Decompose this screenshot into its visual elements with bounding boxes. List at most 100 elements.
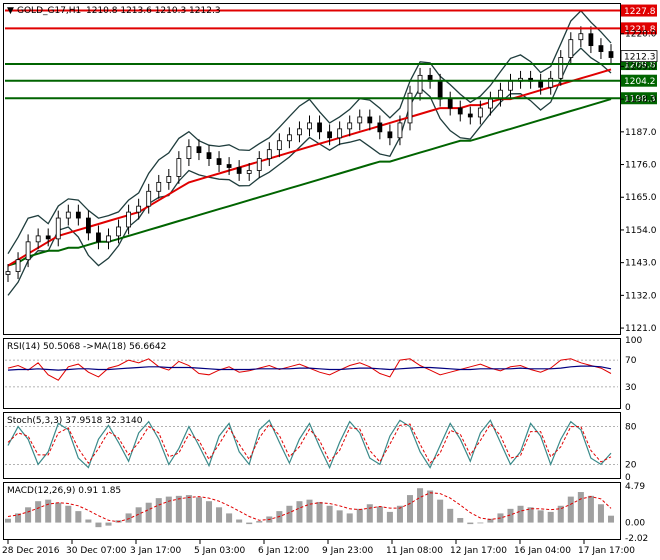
time-tick-label: 3 Jan 17:00: [130, 546, 182, 556]
macd-bar: [145, 502, 152, 523]
green-level-1-tag-label: 1204.2: [624, 77, 656, 87]
price-tick-label: 1154.0: [625, 226, 657, 236]
time-tick-label: 16 Jan 04:00: [514, 546, 571, 556]
macd-bar: [507, 508, 514, 523]
rsi-tick-label: 70: [625, 356, 637, 366]
macd-bar: [4, 518, 12, 523]
time-tick-label: 17 Jan 17:00: [578, 546, 635, 556]
macd-bar: [366, 504, 373, 523]
macd-bar: [85, 519, 92, 523]
rsi-panel-frame: [3, 338, 621, 409]
macd-bar: [306, 499, 313, 523]
candle-body: [558, 57, 564, 79]
macd-bar: [246, 522, 253, 525]
candle-body: [45, 235, 51, 240]
candle-body: [367, 116, 373, 124]
candle-body: [317, 122, 322, 133]
candle-body: [176, 158, 182, 177]
macd-bar: [326, 505, 333, 523]
stoch-signal-line: [7, 423, 612, 464]
candle-body: [116, 226, 121, 237]
macd-bar: [346, 513, 353, 523]
macd-signal-line: [7, 492, 612, 523]
macd-bar: [25, 507, 32, 523]
candle-body: [407, 92, 413, 124]
candle-body: [357, 116, 363, 124]
macd-bar: [597, 504, 604, 523]
red-level-1-tag: [621, 22, 657, 35]
price-tick-label: 1209.0: [625, 62, 657, 72]
macd-bar: [216, 507, 223, 523]
upper-band-line: [7, 9, 612, 255]
macd-label: MACD(12,26,9) 0.91 1.85: [7, 486, 121, 496]
macd-bar: [567, 496, 574, 523]
candle-body: [417, 74, 423, 94]
price-tick-label: 1132.0: [625, 291, 657, 301]
candle-body: [608, 51, 614, 58]
axes: 1227.8 1221.8 1209.8 1204.2 1198.3 1212.3 1220…: [2, 4, 658, 556]
macd-bar: [537, 510, 544, 523]
candle-body: [236, 167, 242, 174]
macd-tick-label: -2.02: [625, 534, 648, 544]
candle-body: [216, 158, 222, 165]
macd-bar: [447, 508, 454, 523]
time-tick-label: 11 Jan 08:00: [386, 546, 443, 556]
macd-bar: [296, 501, 303, 523]
macd-bar: [135, 507, 142, 523]
candle-body: [307, 122, 312, 130]
candle-body: [568, 39, 574, 58]
macd-bar: [155, 498, 162, 523]
candle-body: [256, 158, 262, 171]
candle-body: [477, 107, 483, 118]
macd-bar: [95, 522, 102, 528]
macd-bar: [195, 497, 202, 523]
macd-bar: [607, 515, 615, 523]
macd-bar: [45, 499, 52, 523]
macd-bar: [427, 490, 434, 523]
candle-body: [538, 80, 544, 88]
macd-bar: [467, 522, 474, 525]
candle-body: [397, 122, 403, 139]
candle-body: [136, 205, 142, 213]
dropdown-triangle-icon[interactable]: ▼: [7, 6, 14, 16]
candle-body: [86, 217, 91, 234]
price-tick-label: 1220.0: [625, 30, 657, 40]
candle-body: [206, 152, 212, 159]
macd-bar: [487, 518, 494, 523]
rsi-tick-label: 100: [625, 336, 642, 346]
macd-bar: [396, 505, 403, 523]
candle-body: [467, 113, 473, 118]
candle-body: [588, 33, 594, 47]
candle-body: [246, 170, 252, 174]
candle-body: [286, 134, 292, 142]
candle-body: [146, 190, 152, 207]
green-level-1-tag: [621, 74, 657, 87]
candle-body: [377, 122, 383, 133]
stoch-tick-label: 20: [625, 460, 637, 470]
rsi-label: RSI(14) 50.5068 ->MA(18) 56.6642: [7, 342, 166, 352]
candle-body: [166, 176, 172, 183]
stoch-panel: [5, 419, 618, 470]
macd-bar: [587, 495, 594, 523]
time-tick-label: 5 Jan 03:00: [194, 546, 246, 556]
price-tick-label: 1143.0: [625, 259, 657, 269]
candle-body: [186, 146, 192, 159]
macd-bar: [35, 501, 42, 523]
candle-body: [15, 259, 21, 272]
stoch-panel-frame: [3, 412, 621, 479]
red-level-0-tag: [621, 4, 657, 17]
candle-body: [226, 164, 232, 168]
rsi-tick-label: 30: [625, 383, 637, 393]
candle-body: [598, 45, 604, 52]
macd-bar: [286, 505, 293, 523]
candle-body: [508, 80, 513, 91]
macd-bar: [15, 513, 22, 523]
macd-bar: [175, 495, 182, 523]
red-level-1-tag-label: 1221.8: [624, 25, 656, 35]
price-panel-frame: [3, 3, 621, 335]
symbol-label: GOLD_G17,H1: [17, 6, 81, 16]
candle-body: [487, 98, 493, 109]
candle-body: [437, 80, 443, 100]
